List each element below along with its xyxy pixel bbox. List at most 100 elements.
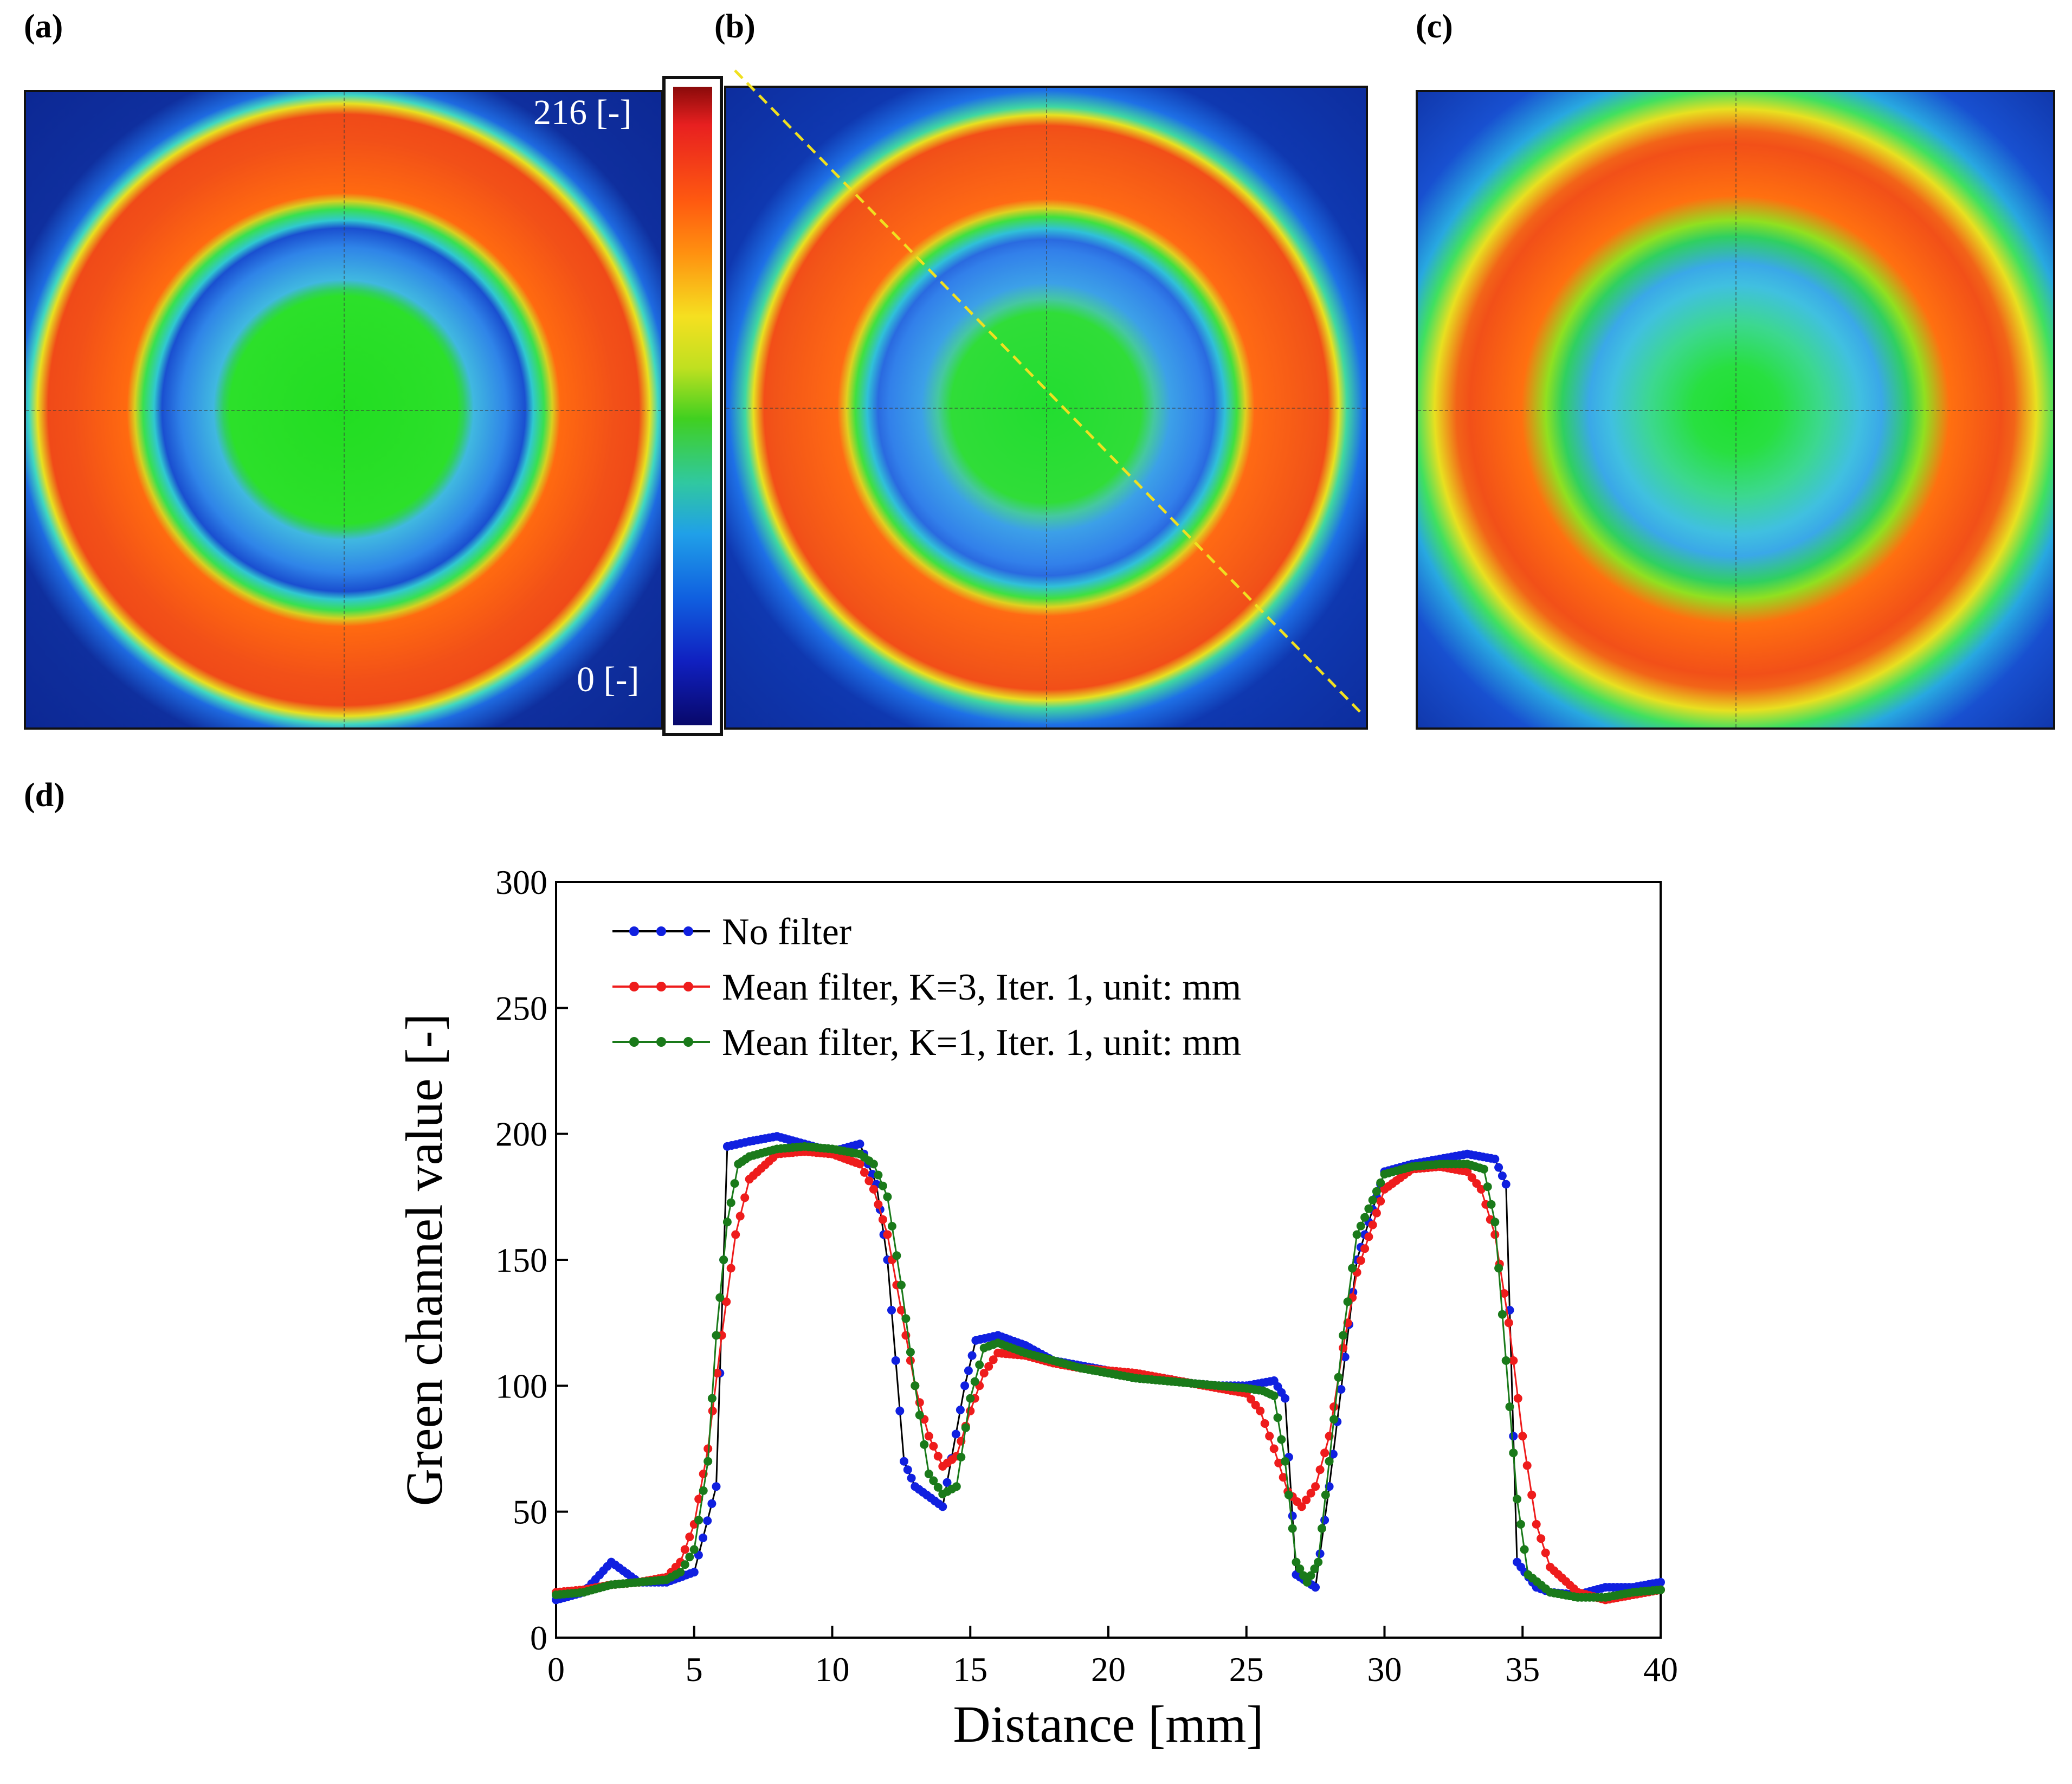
legend-marker	[629, 982, 639, 991]
series-mean-k3-point	[703, 1444, 713, 1453]
series-mean-k1-point	[1299, 1571, 1308, 1580]
series-mean-k1-point	[961, 1423, 970, 1432]
line-chart-green-channel-profile: 0 5 10 15 20 25 30 35 40 0 50 100 150 200 250 300 Dista…	[395, 863, 1678, 1753]
legend-label: Mean filter, K=3, Iter. 1, unit: mm	[722, 967, 1241, 1008]
series-no-filter-point	[1656, 1577, 1665, 1587]
series-mean-k1-point	[1343, 1297, 1352, 1306]
series-no-filter-point	[956, 1405, 965, 1414]
series-mean-k1-point	[920, 1440, 929, 1449]
colorbar-gradient	[673, 87, 712, 725]
series-no-filter-point	[855, 1139, 864, 1149]
legend-entry: Mean filter, K=1, Iter. 1, unit: mm	[612, 1022, 1241, 1064]
series-no-filter-point	[1497, 1171, 1507, 1181]
series-mean-k3-point	[1302, 1496, 1311, 1504]
series-no-filter-point	[703, 1516, 712, 1525]
series-mean-k1-point	[952, 1482, 961, 1491]
legend-marker	[683, 1037, 693, 1047]
series-mean-k3-point	[883, 1230, 892, 1239]
series-mean-k3-point	[864, 1176, 874, 1186]
series-mean-k1-point	[1277, 1435, 1286, 1444]
series-mean-k1-point	[1306, 1571, 1315, 1580]
series-mean-k1-point	[901, 1314, 911, 1323]
panel-label-a: (a)	[24, 8, 63, 45]
panel-label-c: (c)	[1416, 8, 1453, 45]
x-tick-label: 0	[547, 1650, 565, 1689]
series-mean-k3-point	[708, 1406, 717, 1415]
series-mean-k1-point	[1376, 1178, 1385, 1187]
x-tick-label: 35	[1505, 1650, 1540, 1689]
series-mean-k3-point	[1504, 1318, 1513, 1328]
series-no-filter-point	[1501, 1180, 1511, 1189]
series-mean-k3-point	[929, 1441, 938, 1451]
series-no-filter-point	[1288, 1511, 1297, 1521]
series-no-filter-point	[707, 1499, 717, 1508]
series-mean-k3-point	[1339, 1343, 1348, 1353]
series-mean-k3-point	[1532, 1519, 1541, 1529]
series-no-filter-point	[943, 1478, 952, 1487]
y-tick-label: 250	[495, 989, 547, 1027]
series-no-filter-point	[1315, 1549, 1325, 1558]
series-no-filter-point	[1311, 1583, 1320, 1592]
colorbar-max-label: 216 [-]	[533, 93, 632, 132]
x-tick-label: 10	[815, 1650, 850, 1689]
series-no-filter-point	[1337, 1385, 1346, 1394]
series-no-filter-point	[900, 1457, 908, 1466]
series-mean-k1-point	[712, 1331, 721, 1340]
vertical-center-guide	[344, 92, 345, 727]
series-mean-k1-point	[1483, 1182, 1492, 1192]
y-tick-label: 50	[513, 1493, 547, 1531]
series-mean-k3-point	[1376, 1196, 1385, 1206]
series-mean-k1-point	[1352, 1230, 1361, 1239]
series-mean-k1-point	[970, 1377, 979, 1386]
series-mean-k3-point	[874, 1200, 883, 1209]
series-mean-k1-point	[689, 1545, 699, 1554]
series-mean-k1-point	[1520, 1545, 1529, 1554]
series-no-filter-point	[1340, 1353, 1350, 1362]
series-mean-k1-point	[1490, 1218, 1500, 1227]
series-mean-k3-point	[1472, 1179, 1481, 1188]
series-mean-k3-point	[860, 1168, 869, 1177]
series-no-filter-point	[689, 1568, 699, 1577]
x-axis-label: Distance [mm]	[953, 1695, 1263, 1753]
series-mean-k3-point	[979, 1369, 989, 1378]
series-mean-k3-point	[740, 1193, 750, 1202]
series-mean-k3-point	[924, 1432, 933, 1441]
series-no-filter-point	[903, 1465, 912, 1474]
x-tick-label: 5	[686, 1650, 703, 1689]
series-mean-k1-point	[1273, 1413, 1282, 1422]
series-mean-k3-point	[1527, 1490, 1537, 1499]
series-mean-k1-point	[1288, 1524, 1297, 1533]
series-mean-k3-point	[1356, 1256, 1365, 1265]
legend-entry: Mean filter, K=3, Iter. 1, unit: mm	[612, 967, 1241, 1008]
series-mean-k1-point	[878, 1181, 887, 1190]
vertical-center-guide	[1735, 92, 1737, 727]
axis-ticks: 0 5 10 15 20 25 30 35 40 0 50 100 150 200 250 300	[495, 863, 1678, 1689]
panel-label-d: (d)	[24, 777, 65, 814]
series-mean-k1-point	[699, 1486, 708, 1495]
series-mean-k3-point	[1311, 1482, 1320, 1491]
series-mean-k3-point	[1541, 1548, 1550, 1557]
series-mean-k1-point	[957, 1453, 966, 1461]
series-mean-k3-point	[726, 1264, 735, 1273]
image-panel-c-mean-filter-k1	[1416, 90, 2055, 730]
series-mean-k1-point	[726, 1198, 735, 1207]
series-mean-k1-point	[1281, 1457, 1290, 1466]
series-mean-k3-point	[984, 1362, 993, 1371]
series-no-filter-point	[907, 1473, 916, 1483]
series-mean-k3-point	[713, 1369, 722, 1378]
series-mean-k1-point	[1360, 1213, 1370, 1222]
series-mean-k1-point	[874, 1170, 883, 1180]
series-mean-k3-point	[1372, 1208, 1381, 1218]
series-mean-k1-point	[1501, 1356, 1511, 1365]
series-mean-k3-point	[1463, 1167, 1472, 1176]
series-mean-k1-point	[883, 1192, 892, 1201]
series-no-filter-point	[951, 1429, 960, 1439]
series-mean-k1-point	[887, 1222, 896, 1231]
series-no-filter-point	[895, 1406, 905, 1415]
series-mean-k1-point	[915, 1411, 924, 1420]
series-mean-k3-point	[1260, 1419, 1269, 1428]
series-mean-k1-point	[1292, 1557, 1301, 1567]
x-tick-label: 25	[1229, 1650, 1264, 1689]
series-mean-k3-point	[933, 1452, 943, 1461]
series-mean-k1-point	[906, 1348, 915, 1357]
